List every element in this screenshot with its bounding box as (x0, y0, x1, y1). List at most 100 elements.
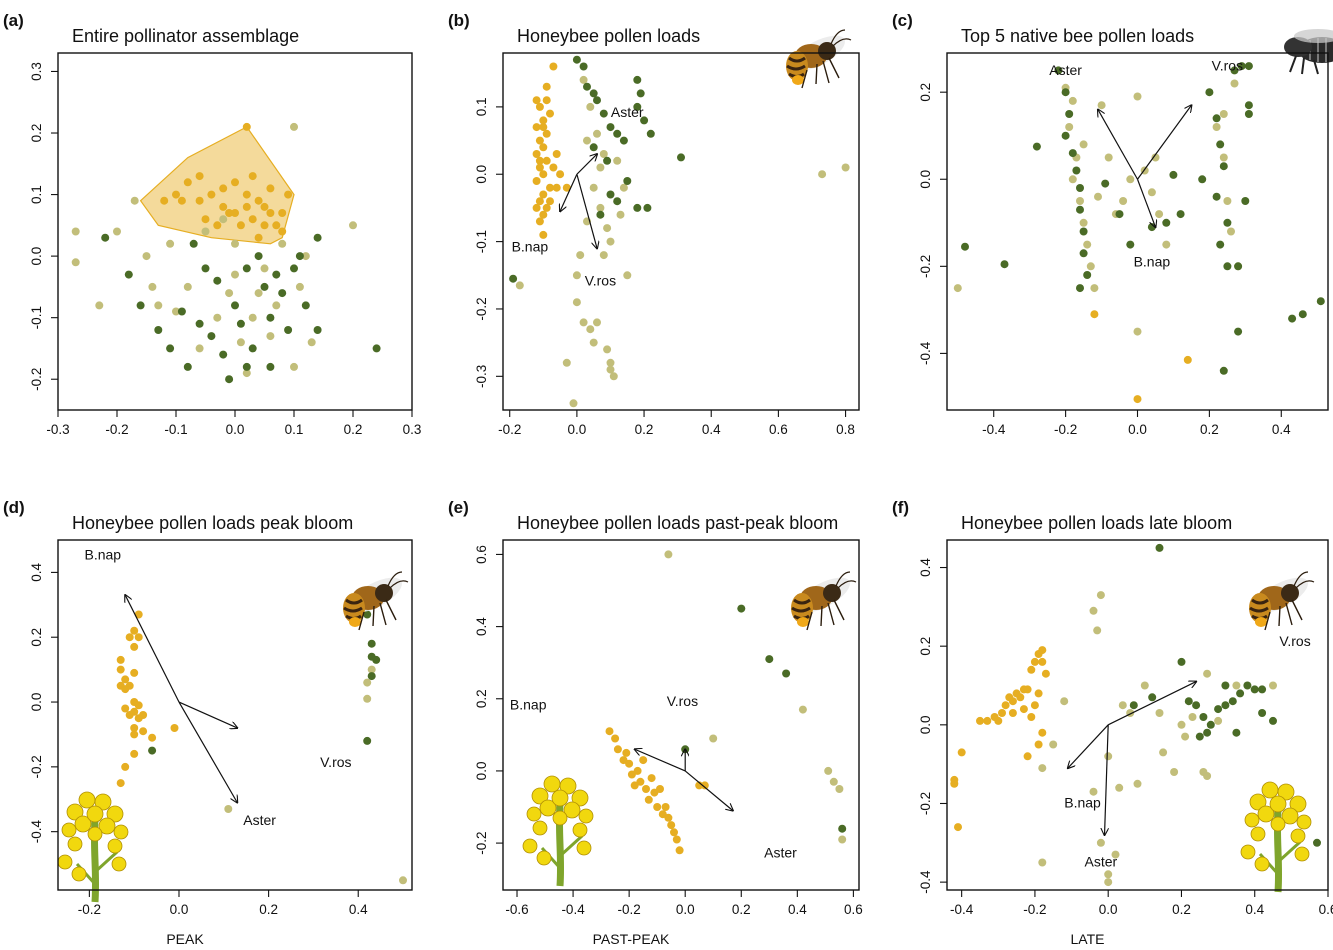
data-point (183, 178, 192, 187)
series-dark_green (101, 233, 381, 384)
data-point (603, 224, 612, 233)
data-point (213, 276, 222, 285)
data-point (1096, 838, 1105, 847)
vector-label: Aster (611, 104, 644, 120)
data-point (295, 252, 304, 261)
plot-frame (502, 52, 860, 411)
vector-label: V.ros (585, 272, 616, 288)
data-point (1023, 752, 1032, 761)
rapeseed-icon (1241, 782, 1311, 892)
y-tick-label: -0.4 (918, 341, 933, 365)
x-tick-label: 0.0 (226, 422, 245, 437)
data-point (1027, 665, 1036, 674)
data-point (1176, 210, 1185, 219)
data-point (841, 163, 850, 172)
data-point (539, 170, 548, 179)
data-point (1038, 728, 1047, 737)
data-point (225, 209, 234, 217)
series-mustard (160, 122, 293, 242)
x-tick-label: 0.2 (635, 422, 654, 437)
data-point (1126, 240, 1135, 249)
x-tick-label: -0.2 (105, 422, 128, 437)
x-tick-label: 0.4 (788, 902, 807, 917)
data-point (101, 233, 110, 242)
y-tick-label: 0.2 (918, 83, 933, 102)
panel-letter: (b) (448, 11, 470, 30)
data-point (1212, 114, 1221, 123)
data-point (195, 196, 204, 205)
data-point (1076, 197, 1084, 205)
data-point (266, 313, 275, 322)
data-point (1148, 693, 1157, 702)
data-point (278, 227, 287, 236)
data-point (623, 177, 632, 185)
data-point (136, 301, 145, 310)
vector-arrow (1068, 724, 1109, 768)
data-point (627, 770, 636, 779)
bee-icon (784, 27, 853, 90)
y-tick-label: 0.0 (474, 165, 489, 184)
data-point (1129, 701, 1138, 710)
data-point (213, 221, 222, 230)
data-point (546, 197, 554, 206)
vector-arrow (178, 701, 237, 728)
data-point (1054, 66, 1063, 75)
data-point (636, 777, 645, 786)
data-point (1169, 170, 1178, 179)
data-point (957, 748, 966, 757)
y-tick-label: 0.0 (474, 762, 489, 781)
data-point (515, 281, 524, 290)
x-tick-label: 0.2 (732, 902, 751, 917)
y-tick-label: 0.2 (474, 689, 489, 708)
data-point (231, 301, 239, 310)
data-point (272, 301, 281, 310)
data-point (546, 183, 554, 192)
data-point (219, 350, 228, 359)
data-point (1079, 249, 1088, 258)
data-point (838, 835, 847, 844)
data-point (593, 318, 601, 327)
data-point (242, 190, 251, 199)
data-point (656, 785, 664, 793)
data-point (130, 724, 139, 732)
y-tick-label: 0.0 (29, 247, 44, 266)
data-point (201, 215, 210, 224)
data-point (961, 242, 969, 251)
data-point (1115, 210, 1124, 219)
data-point (619, 183, 628, 192)
data-point (646, 129, 655, 138)
panel-f: (f) Honeybee pollen loads late bloom V.ros… (892, 498, 1333, 947)
x-axis-label: PEAK (166, 931, 204, 947)
data-point (231, 178, 239, 187)
x-tick-label: 0.3 (403, 422, 422, 437)
data-point (599, 150, 608, 158)
data-point (1072, 166, 1081, 175)
data-point (622, 748, 631, 757)
data-point (231, 239, 239, 248)
data-point (1101, 179, 1110, 188)
plot-frame (502, 539, 860, 891)
x-tick-label: 0.1 (285, 422, 304, 437)
data-point (994, 716, 1003, 725)
data-point (313, 326, 322, 334)
bee-icon (1247, 569, 1316, 632)
data-point (1140, 681, 1149, 690)
series-dark_green (681, 604, 847, 833)
data-point (125, 681, 134, 690)
data-point (1234, 262, 1243, 271)
data-point (667, 821, 676, 830)
data-point (535, 217, 544, 226)
data-point (630, 781, 639, 790)
data-point (639, 756, 648, 765)
data-point (798, 705, 807, 714)
x-tick-label: 0.0 (170, 902, 189, 917)
data-point (116, 655, 125, 664)
data-point (260, 221, 269, 230)
data-point (1223, 262, 1232, 271)
vector-arrow (1136, 179, 1156, 227)
data-point (589, 338, 598, 347)
data-point (172, 307, 180, 316)
data-point (1181, 732, 1190, 741)
data-point (633, 766, 642, 775)
